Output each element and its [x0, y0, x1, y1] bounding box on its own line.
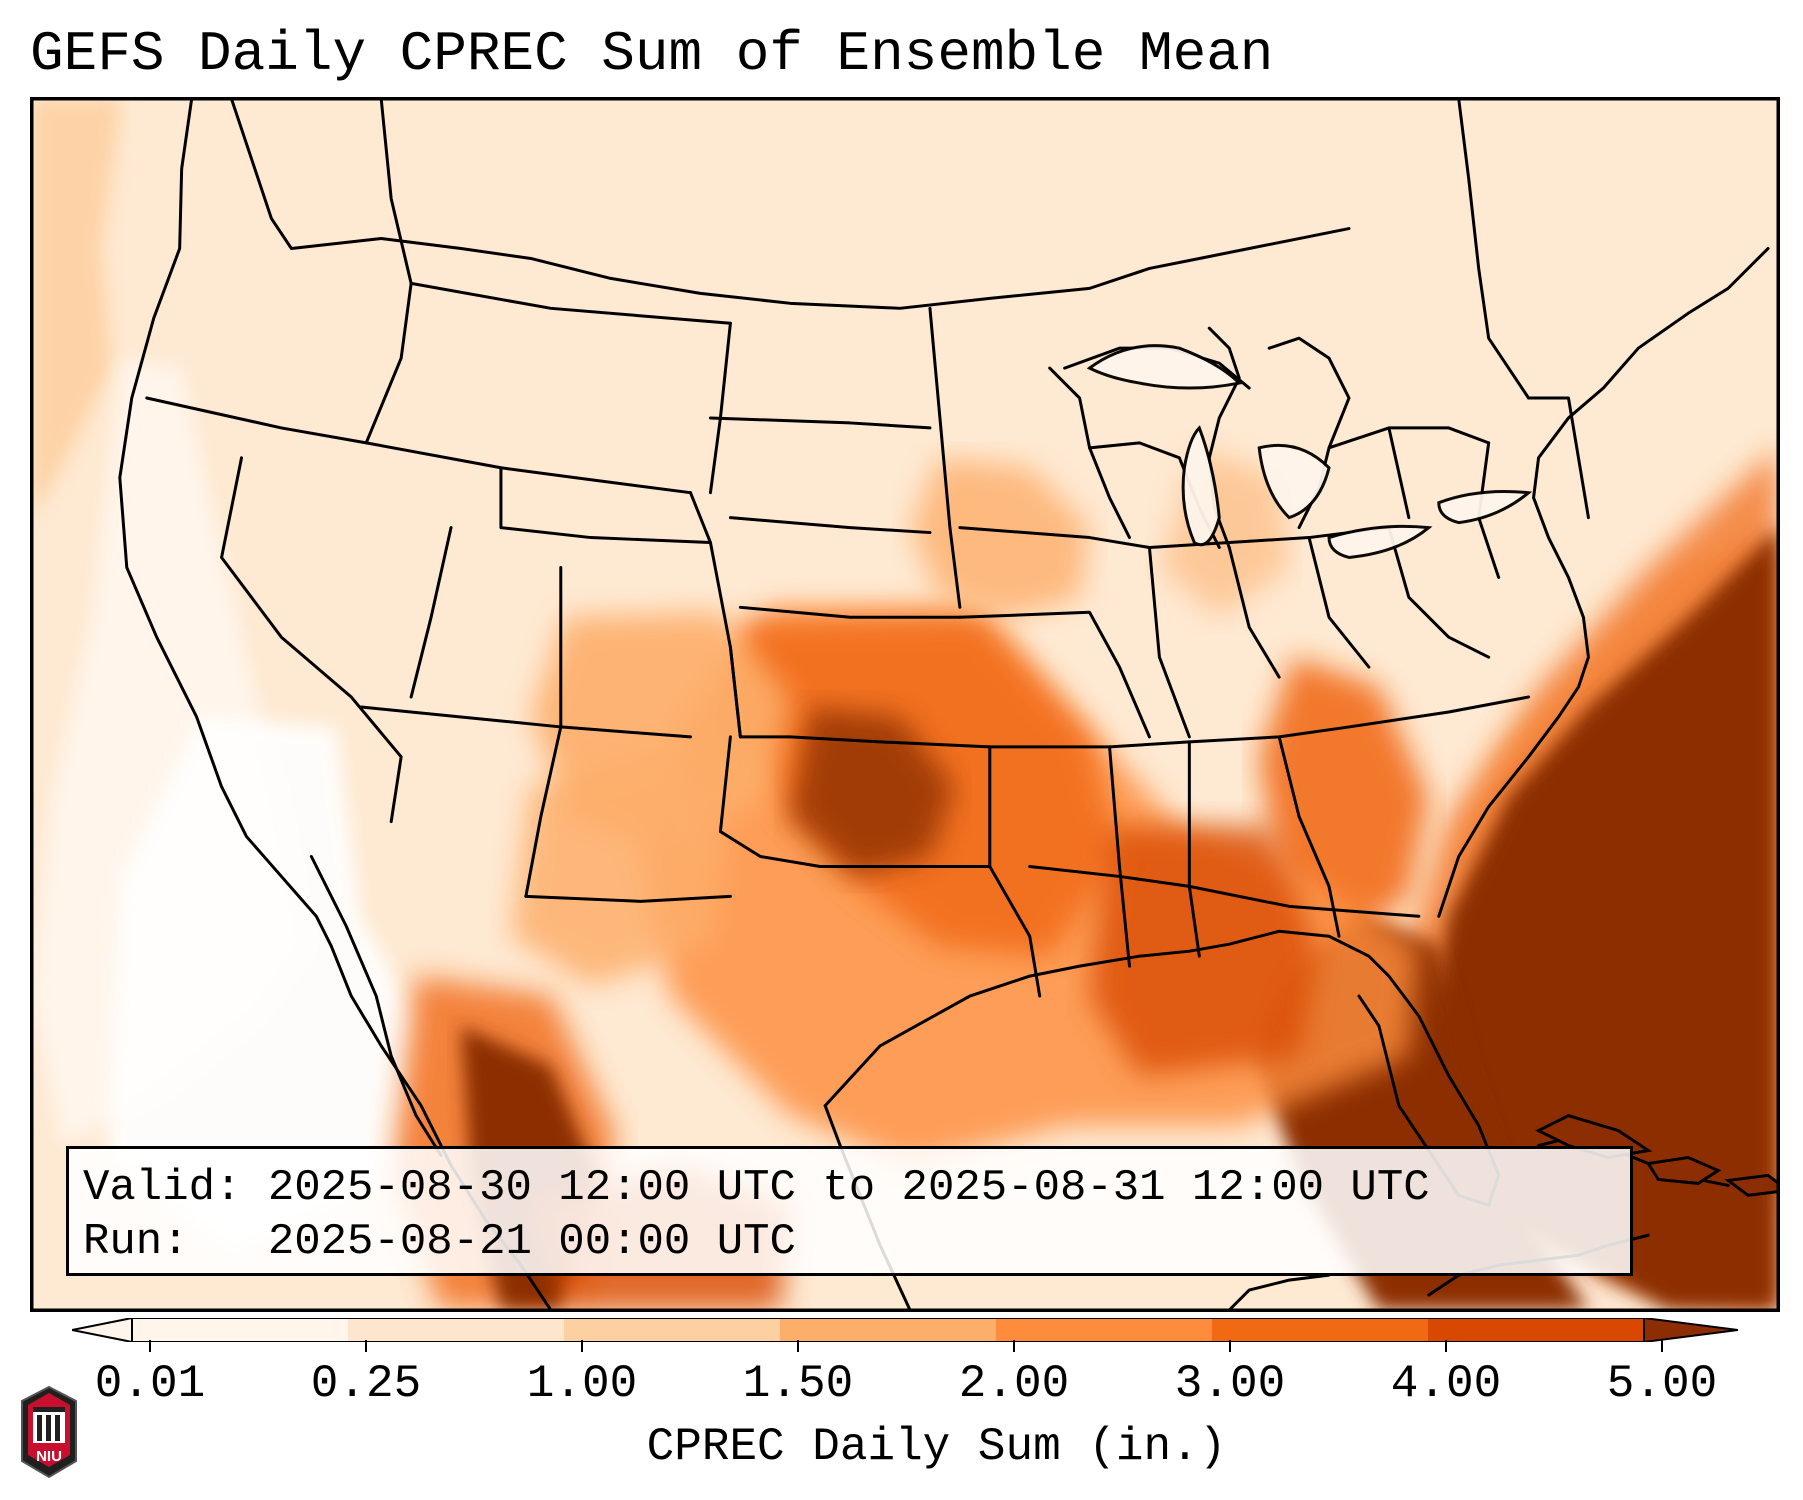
colorbar-tick-5: 3.00: [1174, 1358, 1286, 1410]
colorbar-high-extension: [1643, 1318, 1738, 1342]
niu-logo: NIU: [21, 1385, 77, 1479]
pacific-northwest-field: [32, 99, 122, 518]
atlantic-max-band: [1428, 527, 1778, 1310]
colorbar-tick-1: 0.25: [310, 1358, 422, 1410]
valid-value: 2025-08-30 12:00 UTC to 2025-08-31 12:00…: [267, 1163, 1430, 1213]
colorbar-tick-3: 1.50: [742, 1358, 854, 1410]
colorbar-tick-0: 0.01: [94, 1358, 206, 1410]
valid-run-info-box: Valid: 2025-08-30 12:00 UTC to 2025-08-3…: [66, 1146, 1633, 1276]
colorbar-outline: [131, 1318, 1645, 1342]
valid-time-line: Valid: 2025-08-30 12:00 UTC to 2025-08-3…: [83, 1161, 1616, 1215]
pacific-dry-area: [106, 716, 422, 1256]
gulf-states-dark-area: [1089, 826, 1320, 1076]
colorbar-bin-0: [132, 1318, 348, 1342]
precipitation-map: [30, 97, 1780, 1312]
southwest-precip-area: [510, 746, 731, 987]
kansas-oklahoma-max-area: [790, 706, 955, 877]
colorbar-tick-7: 5.00: [1606, 1358, 1718, 1410]
niu-logo-text: NIU: [36, 1448, 62, 1465]
colorbar-bin-5: [1212, 1318, 1428, 1342]
valid-label: Valid:: [83, 1163, 242, 1213]
colorbar-low-extension: [72, 1318, 133, 1342]
southeast-coast-orange-area: [1259, 657, 1429, 937]
colorbar-bin-4: [996, 1318, 1212, 1342]
run-label: Run:: [83, 1217, 189, 1267]
colorbar-bin-6: [1428, 1318, 1644, 1342]
run-value: 2025-08-21 00:00 UTC: [267, 1217, 796, 1267]
colorbar-label: CPREC Daily Sum (in.): [646, 1421, 1227, 1473]
map-title: GEFS Daily CPREC Sum of Ensemble Mean: [30, 22, 1274, 86]
state-and-country-borders: [145, 99, 1590, 998]
colorbar-bin-3: [780, 1318, 996, 1342]
colorbar-tick-6: 4.00: [1390, 1358, 1502, 1410]
colorbar-tick-4: 2.00: [958, 1358, 1070, 1410]
great-lakes-outlines: [1086, 344, 1533, 559]
colorbar-ticks: [149, 1340, 1663, 1352]
run-time-line: Run: 2025-08-21 00:00 UTC: [83, 1215, 1616, 1269]
colorbar-bin-1: [348, 1318, 564, 1342]
map-canvas: [32, 99, 1778, 1310]
colorbar-bin-2: [564, 1318, 780, 1342]
colorbar-tick-2: 1.00: [526, 1358, 638, 1410]
precipitation-colorbar: [72, 1318, 1738, 1342]
